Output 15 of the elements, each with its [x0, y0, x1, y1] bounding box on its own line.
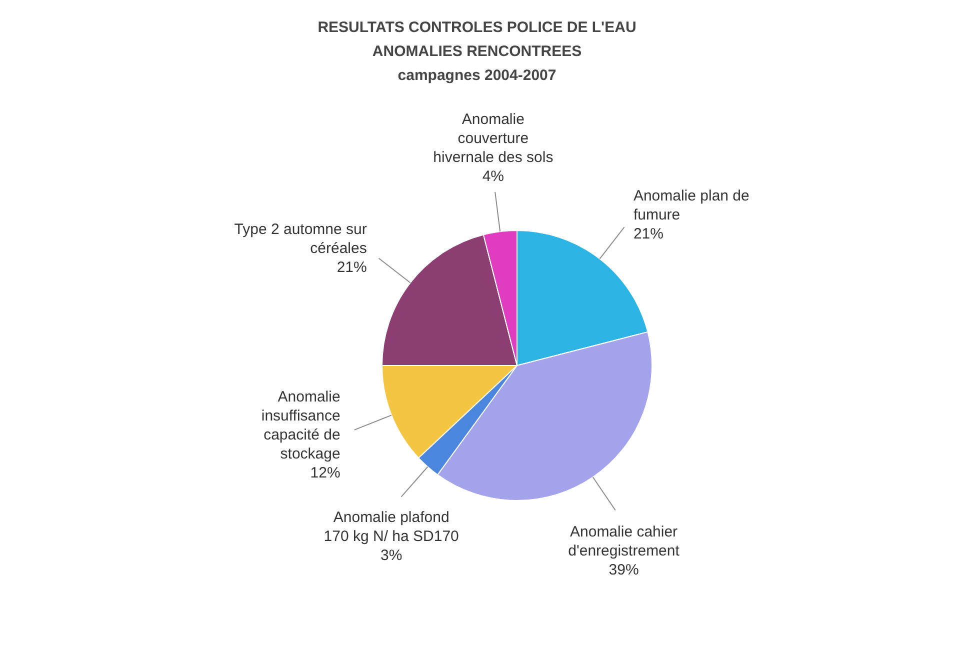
slice-label: Anomalie couverture hivernale des sols — [433, 110, 554, 166]
text: campagnes 2004-2007 — [396, 66, 558, 86]
slice-label: Anomalie plafond 170 kg N/ ha SD170 — [324, 508, 459, 545]
chart-subtitle: ANOMALIES RENCONTREES — [371, 42, 583, 62]
data-label: 21% — [633, 225, 664, 242]
chart-title: RESULTATS CONTROLES POLICE DE L'EAU — [316, 18, 638, 38]
data-label: 12% — [310, 464, 340, 482]
slice-label: Anomalie cahier d'enregistrement — [568, 524, 680, 560]
data-label: 4% — [482, 168, 504, 185]
data-label: 21% — [336, 259, 367, 276]
data-label: 3% — [380, 546, 402, 564]
slice-label: Anomalie insuffisance capacité de stockage — [261, 388, 340, 462]
data-label: 39% — [608, 562, 639, 579]
slice-label: Type 2 automne sur céréales — [234, 221, 367, 258]
slice-label: Anomalie plan de fumure — [633, 187, 750, 224]
